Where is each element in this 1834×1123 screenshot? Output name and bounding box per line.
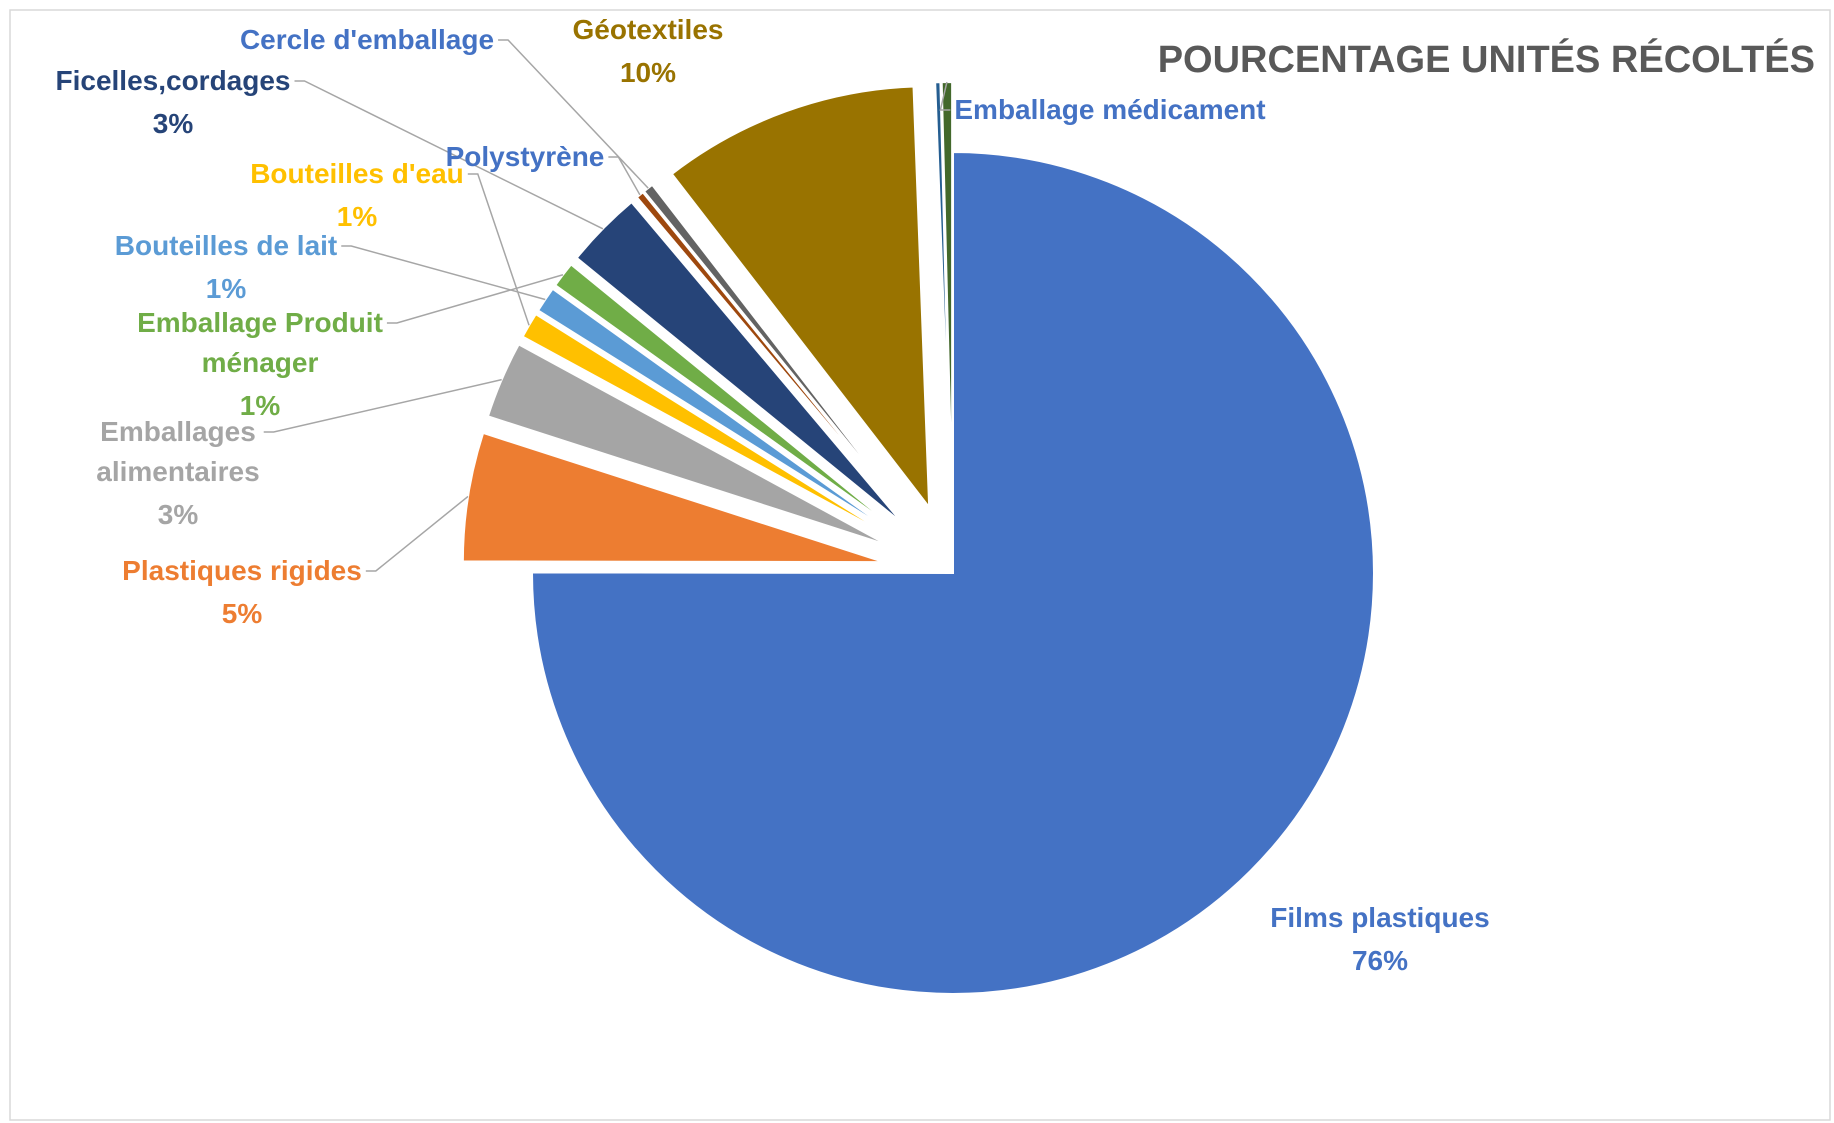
leader-line bbox=[498, 39, 649, 189]
data-label-name: Polystyrène bbox=[446, 141, 605, 172]
leader-line bbox=[341, 245, 546, 301]
pie-slice bbox=[670, 85, 931, 511]
leader-line bbox=[939, 81, 951, 111]
label-line: Ficelles,cordages bbox=[55, 65, 290, 96]
data-label-name: Ficelles,cordages bbox=[55, 65, 290, 96]
label-line: Emballages bbox=[100, 416, 256, 447]
data-label-name: Bouteilles d'eau bbox=[250, 158, 464, 189]
leader-line bbox=[294, 80, 604, 230]
data-label-name: Plastiques rigides bbox=[122, 555, 362, 586]
data-label-value: 76% bbox=[1352, 945, 1408, 976]
chart-title: POURCENTAGE UNITÉS RÉCOLTÉS bbox=[1158, 37, 1815, 81]
data-label-value: 1% bbox=[337, 201, 378, 232]
data-label-name: Cercle d'emballage bbox=[240, 24, 494, 55]
pie-slice bbox=[575, 200, 904, 525]
data-label-name: Emballage médicament bbox=[954, 94, 1265, 125]
label-line: Films plastiques bbox=[1270, 902, 1489, 933]
pie-slice bbox=[530, 150, 1375, 995]
pie-slice bbox=[940, 81, 954, 504]
data-label-value: 5% bbox=[222, 598, 263, 629]
pie-slice bbox=[536, 287, 896, 535]
label-line: Bouteilles de lait bbox=[115, 230, 338, 261]
label-line: Emballage Produit bbox=[137, 307, 383, 338]
leader-line bbox=[263, 378, 502, 433]
label-line: Emballage médicament bbox=[954, 94, 1265, 125]
data-label-name: Géotextiles bbox=[573, 14, 724, 45]
leader-line bbox=[386, 274, 564, 324]
pie-slice bbox=[486, 343, 890, 547]
data-label-value: 3% bbox=[158, 499, 199, 530]
leader-line bbox=[467, 173, 530, 326]
label-line: Bouteilles d'eau bbox=[250, 158, 464, 189]
pie-slice bbox=[934, 81, 952, 504]
data-label-value: 3% bbox=[153, 108, 194, 139]
data-label-name: Emballage Produit ménager bbox=[137, 307, 383, 378]
label-line: Plastiques rigides bbox=[122, 555, 362, 586]
pie-slice bbox=[642, 183, 911, 519]
data-label-value: 10% bbox=[620, 57, 676, 88]
label-line: ménager bbox=[202, 347, 319, 378]
label-line: Polystyrène bbox=[446, 141, 605, 172]
data-label-value: 1% bbox=[206, 273, 247, 304]
label-line: Géotextiles bbox=[573, 14, 724, 45]
label-line: Cercle d'emballage bbox=[240, 24, 494, 55]
data-label-name: Films plastiques bbox=[1270, 902, 1489, 933]
label-line: alimentaires bbox=[96, 456, 259, 487]
data-label-name: Bouteilles de lait bbox=[115, 230, 338, 261]
leader-line bbox=[365, 495, 469, 572]
data-label-value: 1% bbox=[240, 390, 281, 421]
data-label-name: Emballages alimentaires bbox=[96, 416, 259, 487]
